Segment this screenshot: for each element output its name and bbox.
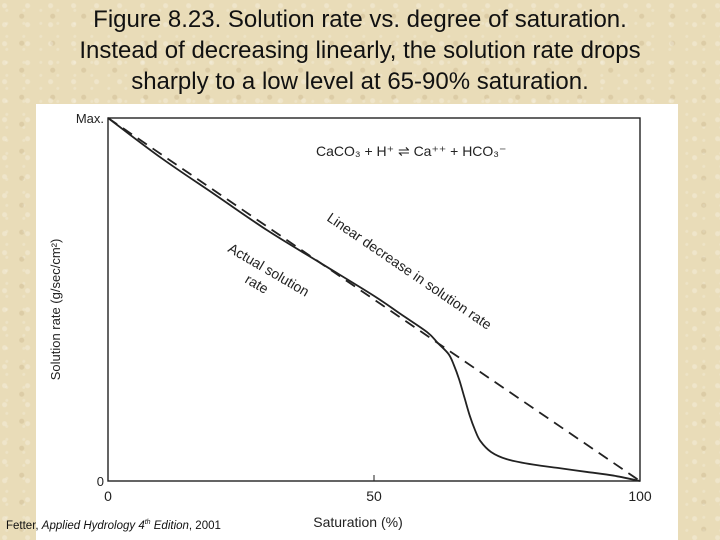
x-tick-label-0: 0: [104, 488, 112, 504]
credit-author: Fetter,: [6, 519, 42, 532]
chart-series: [107, 117, 641, 482]
y-axis-label: Solution rate (g/sec/cm²): [48, 239, 63, 381]
series-actual-line: [107, 117, 641, 482]
x-axis-label: Saturation (%): [313, 514, 402, 530]
y-tick-label-0: 0: [97, 474, 104, 489]
title-line-2: Instead of decreasing linearly, the solu…: [79, 37, 641, 64]
title-line-3: sharply to a low level at 65-90% saturat…: [131, 68, 589, 95]
title-line-1: Figure 8.23. Solution rate vs. degree of…: [93, 6, 627, 33]
reaction-equation: CaCO₃ + H⁺ ⇌ Ca⁺⁺ + HCO₃⁻: [316, 143, 506, 159]
y-tick-label-1: Max.: [76, 111, 104, 126]
x-tick-label-2: 100: [628, 488, 652, 504]
credit-work-title: Applied Hydrology 4: [41, 519, 145, 532]
credit-edition: Edition: [150, 519, 189, 532]
x-tick-label-1: 50: [366, 488, 382, 504]
label-actual-series-line1: Actual solution: [225, 240, 312, 300]
chart-axes: 0 50 100 0 Max. Saturation (%) Solution rate (…: [48, 111, 652, 530]
series-linear-line: [107, 117, 641, 482]
slide-title: Figure 8.23. Solution rate vs. degree of…: [0, 4, 720, 97]
credit-work: Applied Hydrology 4th Edition: [41, 519, 189, 532]
chart-svg: 0 50 100 0 Max. Saturation (%) Solution rate (…: [48, 111, 652, 530]
source-credit: Fetter, Applied Hydrology 4th Edition, 2…: [6, 519, 221, 532]
credit-work-sup: th: [144, 519, 151, 526]
chart-figure: 0 50 100 0 Max. Saturation (%) Solution rate (…: [36, 104, 678, 540]
credit-year: , 2001: [188, 519, 221, 532]
label-linear-series: Linear decrease in solution rate: [324, 209, 495, 332]
